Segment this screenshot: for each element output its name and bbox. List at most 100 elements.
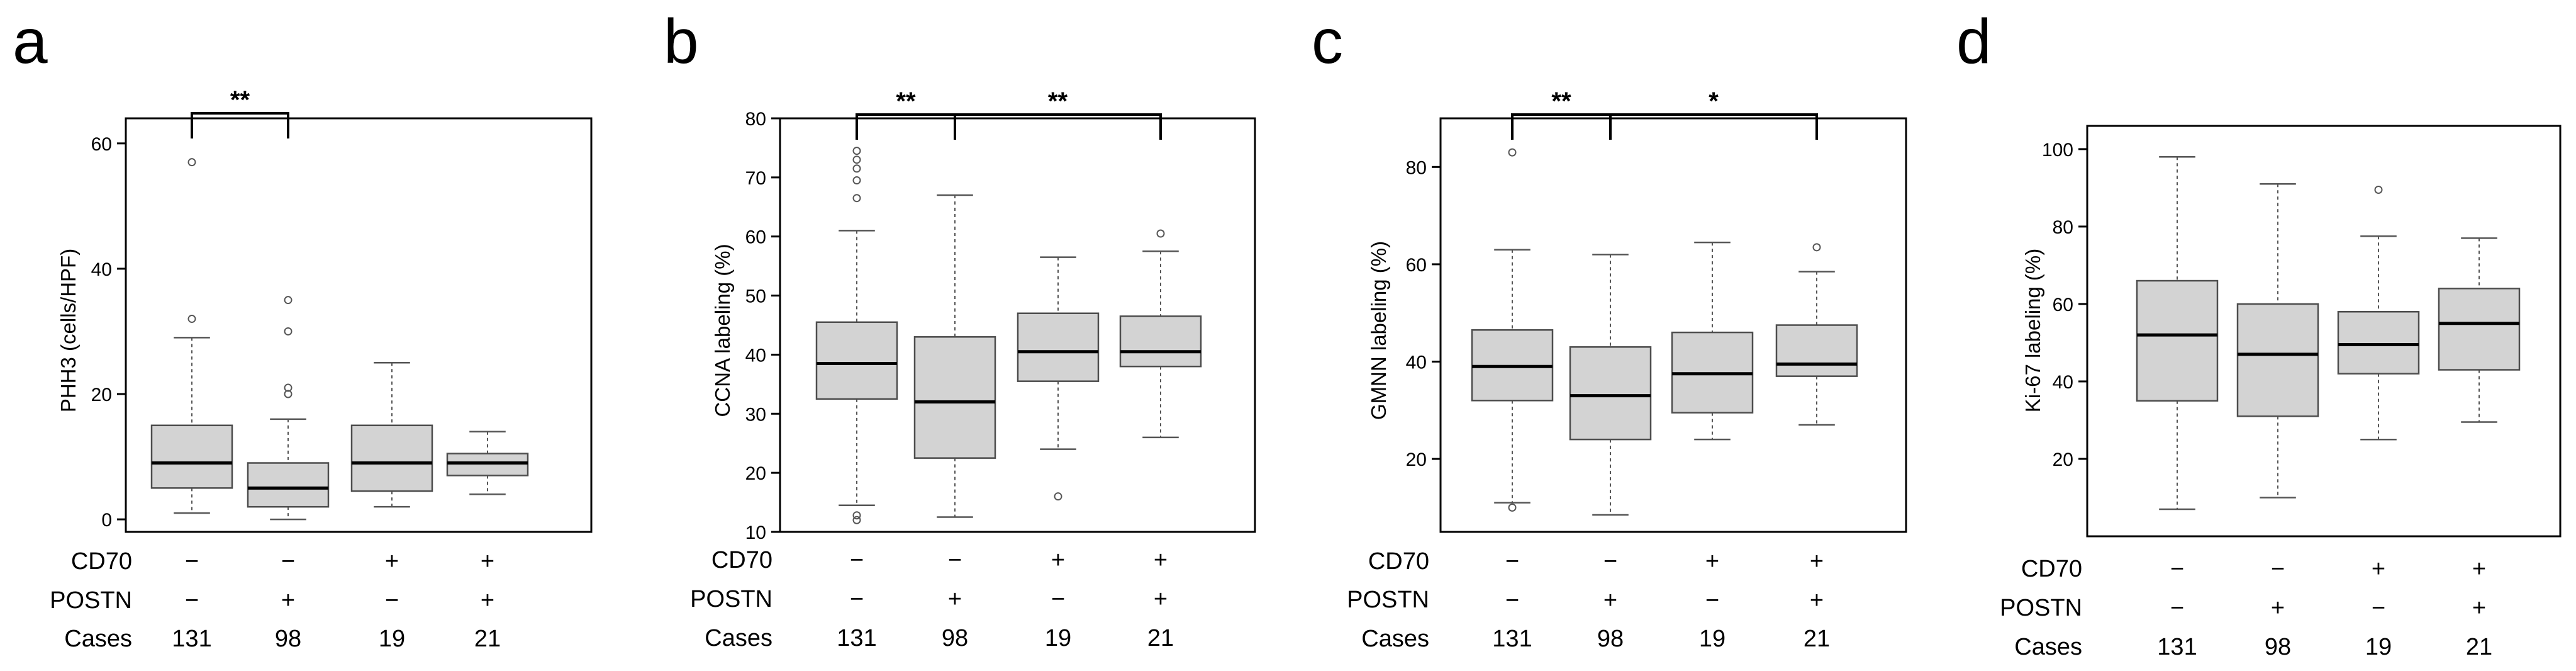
y-tick-label: 20 bbox=[2053, 449, 2073, 470]
significance-label: * bbox=[1709, 87, 1719, 115]
panel-a-table: − − 131 − +98 + − 19 + +21 bbox=[172, 548, 501, 652]
panel-b-frame bbox=[779, 117, 1256, 533]
panel-d: d Ki-67 labeling (%) 20 40 60 80 100 CD70 PO… bbox=[1956, 6, 2562, 660]
cd70-value: − bbox=[2271, 556, 2285, 582]
panel-c-row-postn: POSTN bbox=[1347, 587, 1429, 613]
panel-c-row-cases: Cases bbox=[1361, 626, 1429, 652]
outlier-point bbox=[1508, 148, 1517, 157]
postn-value: − bbox=[2170, 595, 2184, 621]
outlier-point bbox=[852, 516, 861, 524]
panel-b-row-cases: Cases bbox=[705, 625, 772, 651]
cd70-value: − bbox=[185, 548, 199, 575]
panel-b-letter: b bbox=[664, 6, 699, 77]
y-tick-label: 80 bbox=[2053, 217, 2073, 238]
y-tick-label: 20 bbox=[91, 385, 112, 405]
cd70-value: − bbox=[281, 548, 295, 575]
postn-value: + bbox=[2271, 595, 2285, 621]
significance-label: ** bbox=[896, 87, 916, 115]
cases-value: 131 bbox=[1492, 626, 1532, 652]
panel-d-frame bbox=[2086, 125, 2562, 538]
cd70-value: + bbox=[1705, 548, 1719, 575]
cd70-value: − bbox=[1603, 548, 1617, 575]
outlier-point bbox=[1812, 243, 1821, 252]
outlier-point bbox=[2374, 185, 2383, 194]
postn-value: − bbox=[1051, 586, 1065, 612]
postn-value: − bbox=[1705, 587, 1719, 614]
outlier-point bbox=[1156, 229, 1165, 238]
y-tick-label: 100 bbox=[2042, 140, 2073, 161]
panel-d-row-cd70: CD70 bbox=[2021, 556, 2082, 582]
y-tick-label: 30 bbox=[745, 404, 766, 425]
cd70-value: + bbox=[1154, 547, 1168, 573]
panel-d-plot: 20 40 60 80 100 bbox=[2042, 125, 2562, 538]
box-iqr bbox=[1569, 346, 1652, 441]
box-iqr bbox=[2337, 310, 2420, 375]
cases-value: 19 bbox=[1699, 626, 1726, 652]
postn-value: + bbox=[948, 586, 962, 612]
significance-label: ** bbox=[1551, 87, 1571, 115]
outlier-point bbox=[852, 511, 861, 520]
panel-b-ylabel: CCNA labeling (%) bbox=[711, 244, 734, 417]
cd70-value: − bbox=[850, 547, 864, 573]
outlier-point bbox=[187, 315, 196, 324]
cases-value: 21 bbox=[1147, 625, 1174, 651]
cases-value: 19 bbox=[379, 626, 405, 652]
panel-a-ylabel: PHH3 (cells/HPF) bbox=[57, 249, 80, 412]
postn-value: + bbox=[2472, 595, 2486, 621]
panel-b-row-cd70: CD70 bbox=[711, 547, 772, 573]
outlier-point bbox=[187, 158, 196, 167]
panel-a-plot: 0 20 40 60 ** bbox=[91, 86, 593, 533]
cases-value: 98 bbox=[275, 626, 301, 652]
outlier-point bbox=[284, 390, 293, 398]
panel-c-ylabel: GMNN labeling (%) bbox=[1367, 241, 1390, 420]
panel-a-row-cases: Cases bbox=[64, 626, 132, 652]
cd70-value: + bbox=[1810, 548, 1824, 575]
significance-label: ** bbox=[230, 86, 250, 114]
panel-c-row-cd70: CD70 bbox=[1368, 548, 1429, 575]
panel-d-row-postn: POSTN bbox=[2000, 595, 2082, 621]
box-iqr bbox=[2438, 288, 2521, 371]
cases-value: 19 bbox=[1045, 625, 1071, 651]
outlier-point bbox=[852, 155, 861, 164]
cd70-value: + bbox=[2472, 556, 2486, 582]
box-iqr bbox=[1775, 324, 1858, 377]
postn-value: + bbox=[481, 587, 494, 614]
y-tick-label: 80 bbox=[1406, 157, 1427, 178]
outlier-point bbox=[284, 296, 293, 305]
panel-b-row-postn: POSTN bbox=[690, 586, 772, 612]
box-iqr bbox=[1119, 315, 1202, 368]
panel-a-row-cd70: CD70 bbox=[71, 548, 132, 575]
outlier-point bbox=[852, 176, 861, 185]
y-tick-label: 40 bbox=[91, 259, 112, 280]
postn-value: − bbox=[1505, 587, 1519, 614]
y-tick-label: 80 bbox=[745, 109, 766, 130]
cases-value: 131 bbox=[837, 625, 876, 651]
cases-value: 98 bbox=[2265, 634, 2291, 660]
postn-value: − bbox=[185, 587, 199, 614]
y-tick-label: 20 bbox=[1406, 449, 1427, 470]
outlier-point bbox=[1054, 492, 1062, 501]
box-iqr bbox=[2236, 303, 2319, 417]
box-iqr bbox=[1017, 312, 1100, 382]
panel-d-row-cases: Cases bbox=[2014, 634, 2082, 660]
y-tick-label: 60 bbox=[745, 227, 766, 248]
panel-a-letter: a bbox=[13, 6, 48, 77]
cases-value: 98 bbox=[942, 625, 968, 651]
outlier-point bbox=[1508, 503, 1517, 512]
outlier-point bbox=[852, 147, 861, 155]
cases-value: 21 bbox=[2466, 634, 2492, 660]
cases-value: 21 bbox=[474, 626, 501, 652]
cases-value: 21 bbox=[1804, 626, 1830, 652]
panel-d-letter: d bbox=[1956, 6, 1992, 77]
postn-value: − bbox=[850, 586, 864, 612]
y-tick-label: 60 bbox=[1406, 255, 1427, 276]
postn-value: + bbox=[281, 587, 295, 614]
panel-b-plot: 10 20 30 40 50 60 70 80 ** ** bbox=[745, 87, 1256, 543]
y-tick-label: 40 bbox=[745, 345, 766, 366]
y-tick-label: 0 bbox=[101, 510, 112, 531]
outlier-point bbox=[284, 327, 293, 336]
cd70-value: + bbox=[385, 548, 399, 575]
y-tick-label: 20 bbox=[745, 463, 766, 484]
